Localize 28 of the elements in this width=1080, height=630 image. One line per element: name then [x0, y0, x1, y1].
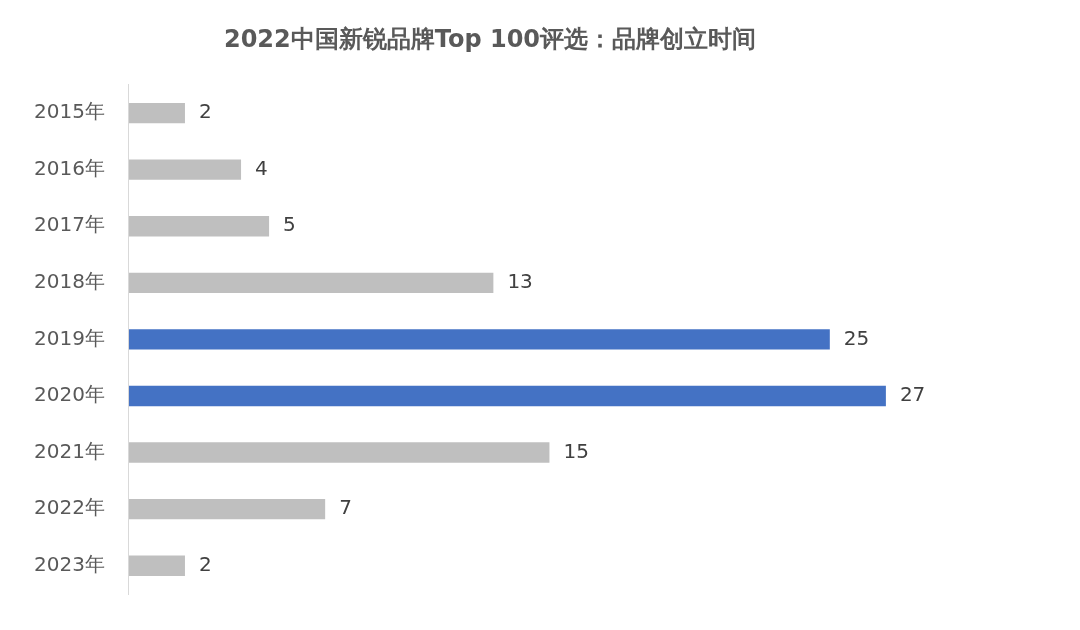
bar — [128, 216, 270, 237]
y-tick-label: 2017年 — [33, 212, 105, 237]
bar — [128, 442, 550, 463]
data-label: 25 — [843, 325, 870, 350]
data-label: 5 — [283, 212, 296, 237]
y-tick-label: 2016年 — [33, 155, 105, 180]
y-tick-label: 2018年 — [33, 269, 105, 294]
bar — [128, 159, 242, 180]
y-tick-label: 2023年 — [33, 551, 105, 576]
y-tick-label: 2019年 — [33, 325, 105, 350]
bar — [128, 102, 185, 124]
y-tick-label: 2015年 — [33, 99, 105, 124]
bar — [128, 555, 185, 576]
data-label: 2 — [198, 99, 212, 124]
chart-title: 2022中国新锐品牌Top 100评选：品牌创立时间 — [223, 24, 757, 53]
y-tick-label: 2020年 — [33, 382, 105, 407]
bar — [128, 272, 494, 294]
y-tick-label: 2022年 — [33, 495, 105, 520]
data-label: 15 — [563, 438, 589, 463]
bar — [128, 385, 886, 407]
data-label: 4 — [255, 155, 268, 180]
data-label: 13 — [507, 269, 533, 294]
data-label: 27 — [899, 382, 926, 407]
bar — [128, 329, 830, 350]
data-label: 7 — [339, 495, 352, 520]
bar — [128, 498, 326, 520]
data-label: 2 — [198, 551, 212, 576]
y-tick-label: 2021年 — [33, 438, 105, 463]
